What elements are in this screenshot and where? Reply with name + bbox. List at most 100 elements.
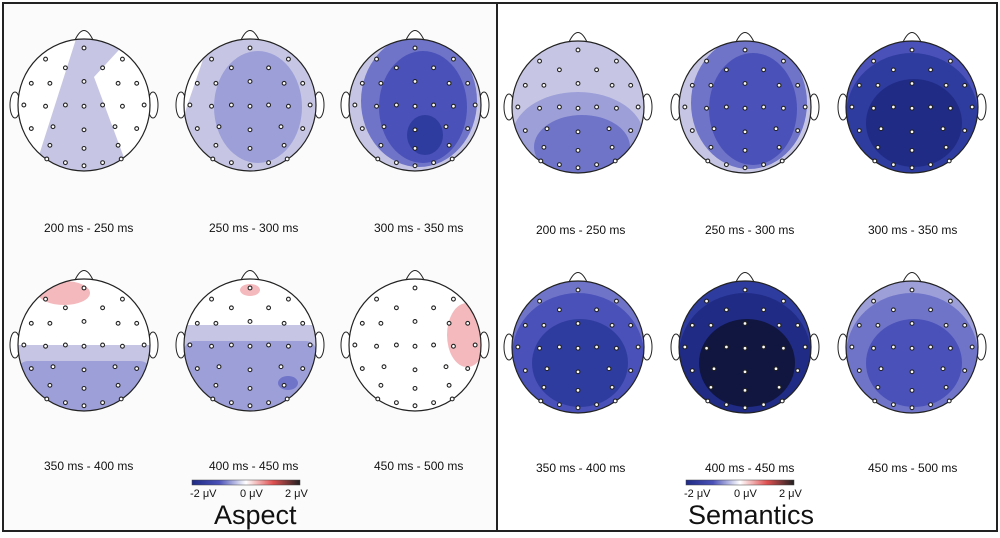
electrode-marker	[682, 344, 688, 350]
electrode-marker	[307, 102, 313, 108]
electrode-marker	[943, 82, 949, 88]
electrode-marker	[228, 65, 234, 71]
map-label: 400 ms - 450 ms	[705, 461, 795, 475]
electrode-marker	[779, 398, 785, 404]
map-label: 250 ms - 300 ms	[705, 223, 795, 237]
electrode-marker	[875, 384, 881, 390]
electrode-marker	[871, 345, 877, 351]
electrode-marker	[537, 298, 543, 304]
electrode-marker	[81, 145, 87, 151]
electrode-marker	[21, 102, 27, 108]
electrode-marker	[247, 367, 253, 373]
electrode-marker	[278, 124, 284, 130]
scalp-map	[175, 270, 325, 412]
electrode-marker	[81, 103, 87, 109]
electrode-marker	[761, 67, 767, 73]
electrode-marker	[285, 343, 291, 349]
electrode-marker	[209, 56, 215, 62]
electrode-marker	[875, 82, 881, 88]
electrode-marker	[134, 126, 140, 132]
panel-title: Aspect	[214, 500, 297, 530]
electrode-marker	[742, 320, 748, 326]
electrode-marker	[393, 65, 399, 71]
electrode-marker	[28, 126, 34, 132]
electrode-marker	[412, 103, 418, 109]
electrode-marker	[742, 47, 748, 53]
electrode-marker	[81, 78, 87, 84]
electrode-marker	[134, 320, 140, 326]
electrode-marker	[515, 344, 521, 350]
electrode-marker	[443, 124, 449, 130]
electrode-marker	[374, 103, 380, 109]
electrode-marker	[606, 126, 612, 132]
electrode-marker	[779, 158, 785, 164]
electrode-marker	[708, 144, 714, 150]
electrode-marker	[47, 80, 53, 86]
electrode-marker	[742, 405, 748, 411]
electrode-marker	[613, 298, 619, 304]
electrode-marker	[81, 343, 87, 349]
electrode-marker	[216, 124, 222, 130]
electrode-marker	[962, 322, 968, 328]
electrode-marker	[450, 56, 456, 62]
electrode-marker	[213, 320, 219, 326]
electrode-marker	[47, 320, 53, 326]
electrode-marker	[62, 342, 68, 348]
electrode-marker	[742, 387, 748, 393]
electrode-marker	[412, 127, 418, 133]
electrode-marker	[62, 160, 68, 166]
electrode-marker	[119, 296, 125, 302]
electrode-marker	[431, 400, 437, 406]
electrode-marker	[890, 344, 896, 350]
electrode-marker	[909, 147, 915, 153]
electrode-marker	[723, 104, 729, 110]
electrode-marker	[115, 80, 121, 86]
electrode-marker	[412, 163, 418, 169]
electrode-marker	[872, 398, 878, 404]
electrode-marker	[247, 103, 253, 109]
electrode-marker	[472, 102, 478, 108]
electrode-marker	[352, 102, 358, 108]
electrode-marker	[522, 128, 528, 134]
scalp-outline	[678, 40, 812, 174]
electrode-marker	[556, 402, 562, 408]
electrode-marker	[704, 345, 710, 351]
electrode-marker	[381, 124, 387, 130]
electrode-marker	[875, 322, 881, 328]
map-label: 350 ms - 400 ms	[536, 461, 626, 475]
electrode-marker	[266, 65, 272, 71]
electrode-marker	[446, 142, 452, 148]
electrode-marker	[575, 105, 581, 111]
electrode-marker	[412, 318, 418, 324]
electrode-marker	[962, 128, 968, 134]
electrode-marker	[556, 307, 562, 313]
nose-shape	[568, 32, 588, 43]
electrode-marker	[947, 105, 953, 111]
electrode-marker	[612, 398, 618, 404]
electrode-marker	[515, 104, 521, 110]
electrode-marker	[909, 369, 915, 375]
electrode-marker	[141, 342, 147, 348]
electrode-marker	[849, 104, 855, 110]
electrode-marker	[909, 47, 915, 53]
electrode-marker	[100, 305, 106, 311]
electrode-marker	[443, 364, 449, 370]
electrode-marker	[43, 343, 49, 349]
scalp-outline	[511, 40, 645, 174]
scalp-outline	[183, 38, 317, 172]
electrode-marker	[412, 285, 418, 291]
electrode-marker	[119, 103, 125, 109]
electrode-marker	[705, 398, 711, 404]
electrode-marker	[795, 128, 801, 134]
electrode-marker	[465, 126, 471, 132]
potential-contour	[214, 51, 302, 163]
electrode-marker	[213, 382, 219, 388]
electrode-marker	[537, 58, 543, 64]
electrode-marker	[594, 307, 600, 313]
electrode-marker	[247, 403, 253, 409]
electrode-marker	[450, 103, 456, 109]
nose-shape	[568, 272, 588, 283]
electrode-marker	[538, 158, 544, 164]
electrode-marker	[609, 144, 615, 150]
